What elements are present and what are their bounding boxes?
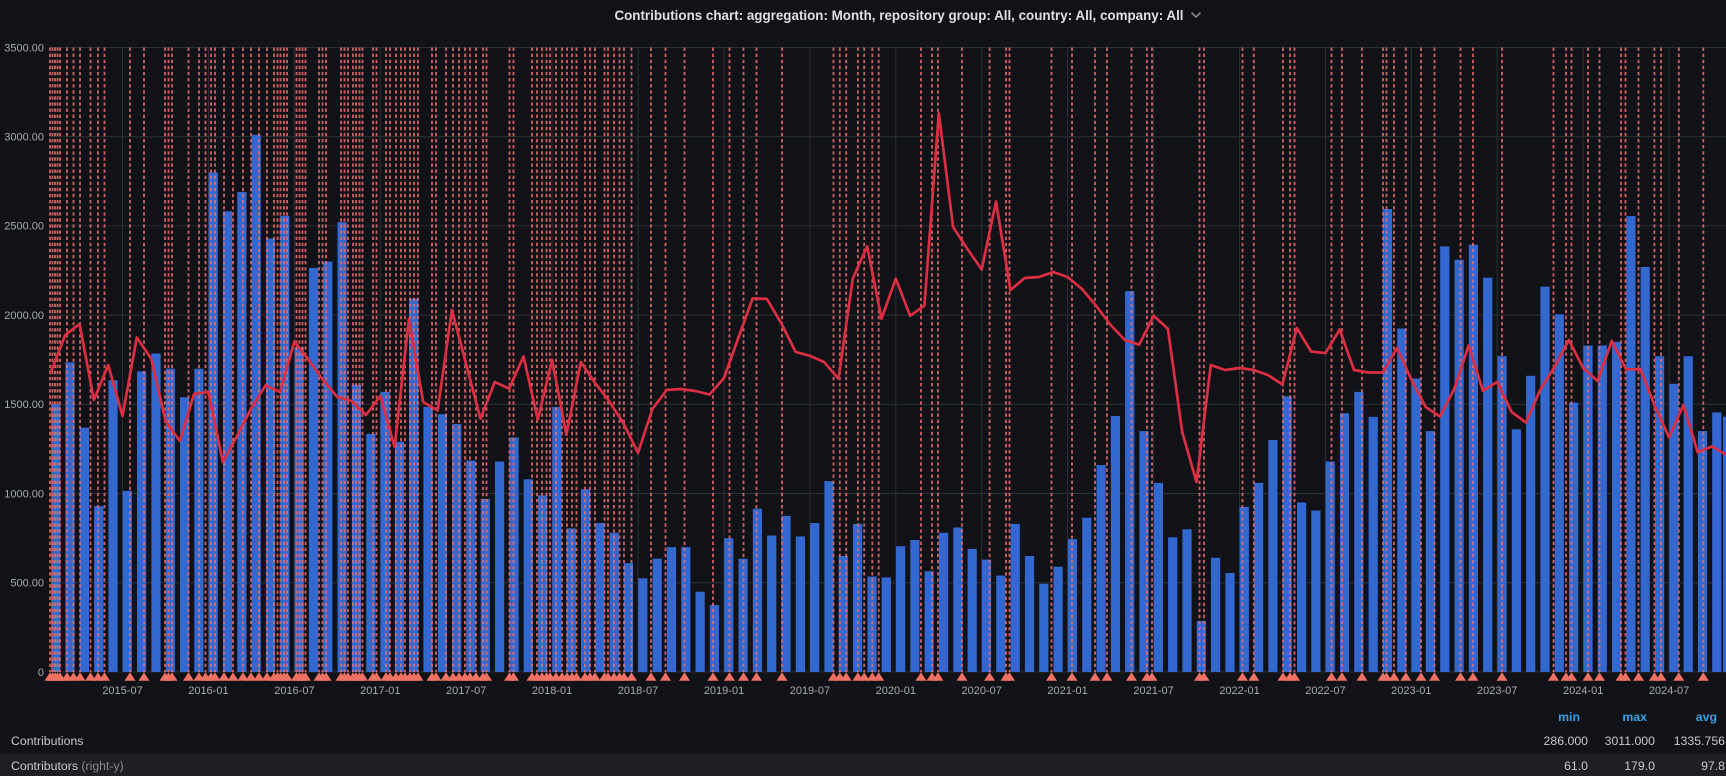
- svg-text:Contributors (right-y): Contributors (right-y): [11, 759, 124, 773]
- svg-text:2500.00: 2500.00: [4, 221, 44, 233]
- svg-text:3500.00: 3500.00: [4, 42, 44, 54]
- svg-text:1335.756: 1335.756: [1674, 734, 1725, 748]
- svg-text:1000.00: 1000.00: [4, 488, 44, 500]
- svg-text:Contributions: Contributions: [11, 734, 83, 748]
- svg-text:286.000: 286.000: [1544, 734, 1589, 748]
- svg-text:2023-01: 2023-01: [1391, 685, 1431, 697]
- svg-text:3011.000: 3011.000: [1605, 734, 1656, 748]
- svg-text:500.00: 500.00: [10, 578, 44, 590]
- svg-text:Contributions chart: aggregati: Contributions chart: aggregation: Month,…: [614, 8, 1183, 23]
- svg-text:0: 0: [38, 667, 44, 679]
- svg-text:2016-01: 2016-01: [188, 685, 228, 697]
- svg-text:1500.00: 1500.00: [4, 399, 44, 411]
- svg-text:2018-07: 2018-07: [618, 685, 658, 697]
- svg-text:2024-01: 2024-01: [1563, 685, 1603, 697]
- svg-text:2023-07: 2023-07: [1477, 685, 1517, 697]
- svg-text:61.0: 61.0: [1564, 759, 1588, 773]
- svg-text:2019-01: 2019-01: [704, 685, 744, 697]
- svg-text:2015-07: 2015-07: [102, 685, 142, 697]
- svg-text:2017-07: 2017-07: [446, 685, 486, 697]
- svg-text:97.8: 97.8: [1701, 759, 1725, 773]
- svg-text:2017-01: 2017-01: [360, 685, 400, 697]
- svg-text:2022-01: 2022-01: [1219, 685, 1259, 697]
- svg-text:avg: avg: [1696, 710, 1717, 724]
- svg-text:2000.00: 2000.00: [4, 310, 44, 322]
- svg-text:2022-07: 2022-07: [1305, 685, 1345, 697]
- svg-text:2019-07: 2019-07: [790, 685, 830, 697]
- svg-text:179.0: 179.0: [1624, 759, 1655, 773]
- svg-text:2021-07: 2021-07: [1133, 685, 1173, 697]
- svg-text:3000.00: 3000.00: [4, 132, 44, 144]
- svg-text:2020-01: 2020-01: [876, 685, 916, 697]
- svg-text:max: max: [1622, 710, 1647, 724]
- svg-text:2018-01: 2018-01: [532, 685, 572, 697]
- svg-text:min: min: [1558, 710, 1580, 724]
- svg-text:2024-07: 2024-07: [1649, 685, 1689, 697]
- svg-text:2016-07: 2016-07: [274, 685, 314, 697]
- svg-text:2020-07: 2020-07: [962, 685, 1002, 697]
- svg-text:2021-01: 2021-01: [1047, 685, 1087, 697]
